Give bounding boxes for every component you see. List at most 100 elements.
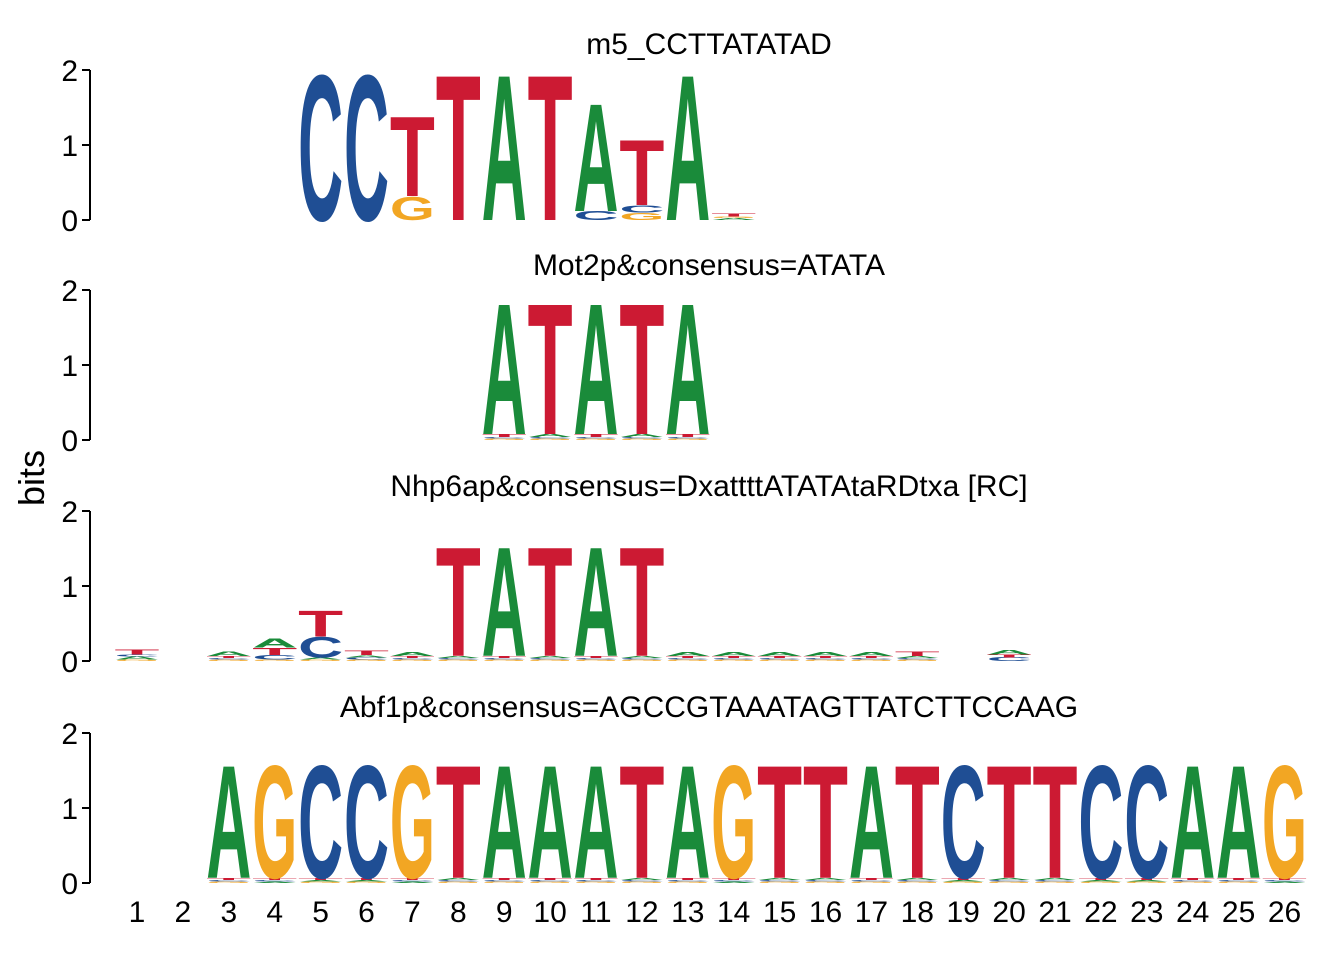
logo-letter-T: T (390, 877, 435, 880)
logo-letter-G: G (941, 881, 986, 883)
logo-letter-C: C (482, 437, 527, 439)
logo-letter-G: G (849, 659, 894, 661)
logo-letter-A: A (757, 877, 802, 880)
logo-letter-G: G (574, 881, 619, 883)
x-tick-label: 20 (992, 896, 1025, 929)
logo-letter-T: T (895, 731, 940, 912)
logo-letter-A: A (619, 433, 664, 438)
logo-letter-A: A (987, 649, 1032, 656)
logo-letter-T: T (528, 33, 573, 265)
logo-letter-T: T (619, 266, 664, 475)
logo-letter-C: C (849, 658, 894, 660)
logo-letter-C: C (987, 880, 1032, 882)
logo-letter-T: T (574, 655, 619, 658)
y-tick-label: 2 (61, 275, 78, 308)
logo-letter-C: C (619, 880, 664, 882)
logo-letter-A: A (482, 265, 527, 474)
logo-letter-G: G (390, 190, 435, 227)
y-axis-label: bits (11, 450, 52, 506)
logo-letter-G: G (482, 659, 527, 661)
logo-letter-G: G (619, 438, 664, 440)
logo-letter-C: C (574, 658, 619, 660)
logo-letter-A: A (482, 32, 527, 265)
logo-letter-A: A (252, 881, 297, 883)
logo-letter-C: C (803, 880, 848, 882)
logo-letter-G: G (298, 881, 343, 883)
logo-letter-A: A (665, 651, 710, 657)
logo-letter-G: G (115, 659, 160, 661)
x-tick-label: 3 (220, 896, 237, 929)
logo-letter-C: C (574, 880, 619, 882)
x-tick-label: 10 (533, 896, 566, 929)
logo-letter-T: T (115, 648, 160, 656)
logo-letter-C: C (757, 880, 802, 882)
logo-letter-C: C (298, 731, 343, 912)
logo-letter-C: C (1033, 880, 1078, 882)
logo-letter-A: A (1170, 731, 1215, 912)
logo-letter-A: A (528, 731, 573, 912)
logo-letter-T: T (252, 877, 297, 880)
logo-letter-G: G (1216, 881, 1261, 883)
logo-letter-T: T (1216, 877, 1261, 880)
logo-letter-T: T (619, 514, 664, 689)
logo-letter-A: A (1262, 881, 1307, 883)
logo-letter-G: G (803, 881, 848, 883)
logo-letter-A: A (206, 650, 251, 657)
logo-letter-C: C (436, 880, 481, 882)
logo-letter-C: C (665, 880, 710, 882)
logo-letter-A: A (711, 217, 756, 220)
logo-letter-C: C (252, 654, 297, 661)
logo-letter-C: C (436, 658, 481, 660)
logo-letter-A: A (390, 651, 435, 657)
logo-letter-T: T (1124, 877, 1169, 880)
logo-panel: Abf1p&consensus=AGCCGTAAATAGTTATCTTCCAAG… (61, 691, 1307, 912)
y-tick-label: 0 (61, 205, 78, 238)
logo-letter-T: T (619, 120, 664, 225)
logo-letter-A: A (574, 265, 619, 474)
logo-letter-T: T (1262, 877, 1307, 880)
y-tick-label: 1 (61, 571, 78, 604)
logo-letter-A: A (528, 655, 573, 658)
logo-letter-G: G (665, 881, 710, 883)
logo-letter-T: T (344, 877, 389, 880)
logo-letter-G: G (574, 659, 619, 661)
logo-letter-G: G (849, 881, 894, 883)
x-tick-label: 14 (717, 896, 750, 929)
logo-letter-A: A (115, 656, 160, 661)
logo-letter-G: G (1262, 731, 1307, 912)
logo-panel: Nhp6ap&consensus=DxattttATATAtaRDtxa [RC… (61, 470, 1031, 690)
logo-letter-G: G (344, 881, 389, 883)
logo-letter-A: A (1124, 880, 1169, 882)
logo-letter-G: G (436, 659, 481, 661)
x-tick-label: 26 (1268, 896, 1301, 929)
logo-letter-G: G (803, 659, 848, 661)
logo-letter-T: T (711, 655, 756, 658)
logo-letter-C: C (482, 880, 527, 882)
logo-letter-C: C (298, 631, 343, 663)
logo-letter-T: T (528, 266, 573, 475)
logo-letter-T: T (436, 514, 481, 689)
logo-letter-T: T (987, 654, 1032, 659)
logo-letter-T: T (1078, 877, 1123, 880)
logo-letter-G: G (1124, 881, 1169, 883)
logo-letter-A: A (344, 880, 389, 882)
x-tick-label: 23 (1130, 896, 1163, 929)
y-tick-label: 2 (61, 496, 78, 529)
logo-letter-G: G (206, 881, 251, 883)
x-tick-label: 18 (901, 896, 934, 929)
logo-letter-T: T (482, 655, 527, 658)
logo-letter-G: G (344, 659, 389, 661)
logo-letter-T: T (482, 433, 527, 438)
logo-letter-T: T (619, 731, 664, 912)
logo-letter-C: C (115, 654, 160, 657)
logo-letter-G: G (574, 438, 619, 440)
x-tick-label: 1 (129, 896, 146, 929)
logo-letter-C: C (803, 658, 848, 660)
logo-letter-T: T (206, 877, 251, 880)
logo-letter-A: A (803, 877, 848, 880)
x-tick-label: 12 (625, 896, 658, 929)
logo-letter-A: A (987, 877, 1032, 880)
logo-letter-T: T (711, 213, 756, 218)
